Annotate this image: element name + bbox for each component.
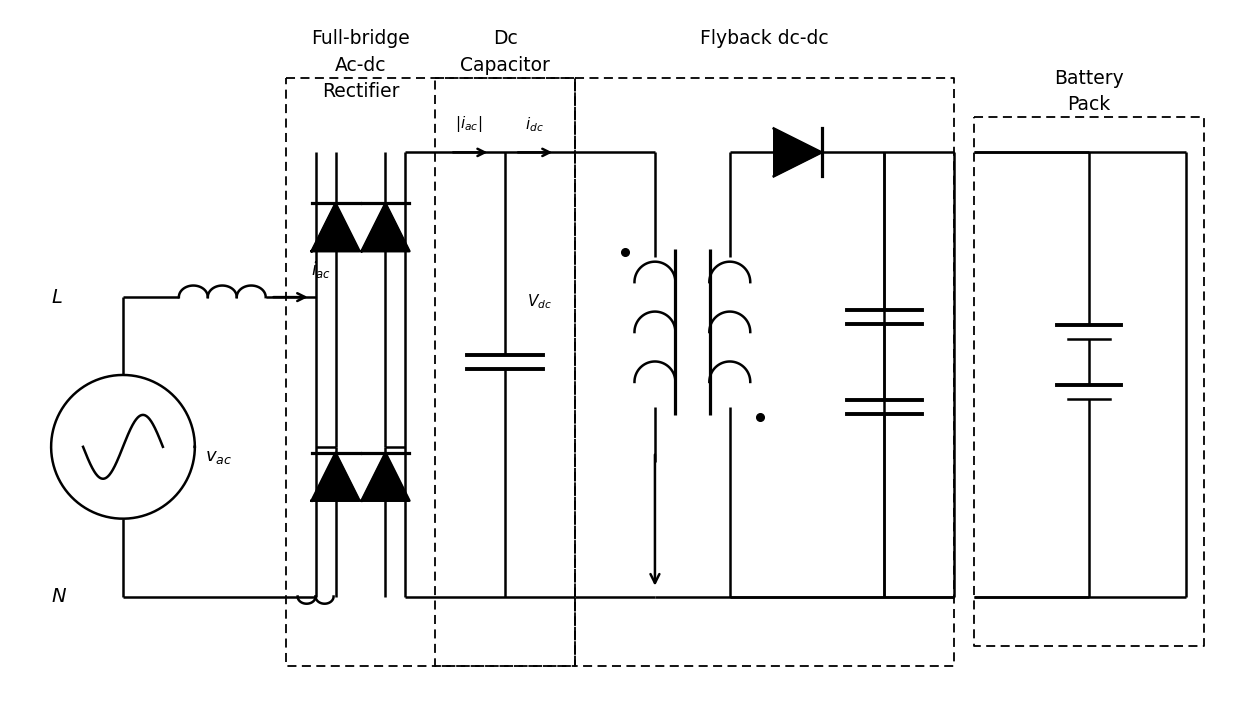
Text: $i_{dc}$: $i_{dc}$ xyxy=(526,115,545,134)
Text: Rectifier: Rectifier xyxy=(321,83,399,102)
Text: L: L xyxy=(51,288,62,307)
Text: $|i_{ac}|$: $|i_{ac}|$ xyxy=(455,115,482,135)
Polygon shape xyxy=(312,453,360,501)
Text: Pack: Pack xyxy=(1068,95,1110,115)
Text: Battery: Battery xyxy=(1054,68,1124,88)
Text: Capacitor: Capacitor xyxy=(460,56,551,75)
Text: $V_{dc}$: $V_{dc}$ xyxy=(527,293,552,311)
Polygon shape xyxy=(312,204,360,251)
Text: N: N xyxy=(51,587,66,606)
Text: Dc: Dc xyxy=(493,28,517,48)
Polygon shape xyxy=(361,453,410,501)
Text: Ac-dc: Ac-dc xyxy=(335,56,386,75)
Text: $v_{ac}$: $v_{ac}$ xyxy=(204,448,232,466)
Text: Flyback dc-dc: Flyback dc-dc xyxy=(700,28,829,48)
Text: $i_{ac}$: $i_{ac}$ xyxy=(310,258,330,280)
Polygon shape xyxy=(774,128,821,177)
Polygon shape xyxy=(361,204,410,251)
Text: Full-bridge: Full-bridge xyxy=(312,28,410,48)
